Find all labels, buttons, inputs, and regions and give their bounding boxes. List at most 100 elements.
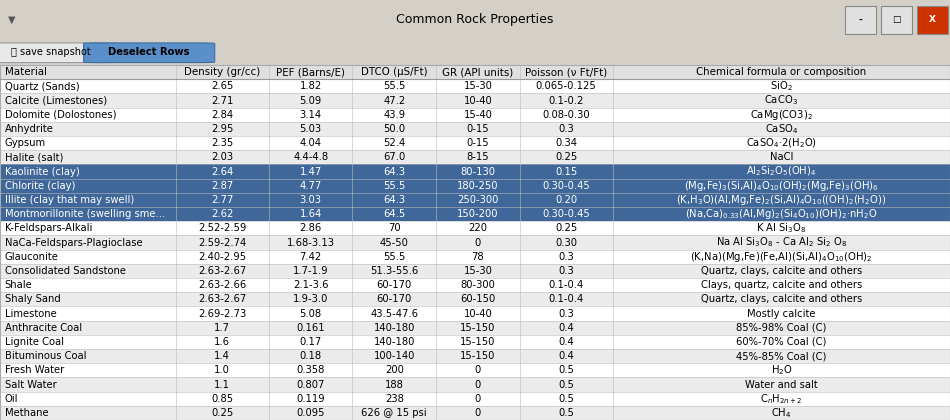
Text: C$_n$H$_{2n+2}$: C$_n$H$_{2n+2}$ xyxy=(760,392,803,406)
Text: 1.6: 1.6 xyxy=(215,337,230,347)
Text: 2.62: 2.62 xyxy=(211,209,234,219)
Text: 5.08: 5.08 xyxy=(299,309,322,318)
Text: 1.68-3.13: 1.68-3.13 xyxy=(287,238,334,247)
Text: 0-15: 0-15 xyxy=(466,138,489,148)
Text: 0.5: 0.5 xyxy=(559,408,574,418)
Text: Anhydrite: Anhydrite xyxy=(5,124,53,134)
Bar xyxy=(0,249,950,264)
Text: K Al Si$_3$O$_8$: K Al Si$_3$O$_8$ xyxy=(756,221,807,235)
Text: CaSO$_4$: CaSO$_4$ xyxy=(765,122,798,136)
Text: DTCO (μS/Ft): DTCO (μS/Ft) xyxy=(361,67,428,77)
Bar xyxy=(0,207,950,221)
Text: Water and salt: Water and salt xyxy=(745,380,818,389)
Text: 3.14: 3.14 xyxy=(299,110,322,120)
Text: -: - xyxy=(859,16,862,24)
Text: H$_2$O: H$_2$O xyxy=(770,363,792,377)
Bar xyxy=(0,136,950,150)
Text: 140-180: 140-180 xyxy=(373,323,415,333)
Text: CaMg(CO3)$_2$: CaMg(CO3)$_2$ xyxy=(750,108,813,122)
Text: Chlorite (clay): Chlorite (clay) xyxy=(5,181,75,191)
Text: Chemical formula or composition: Chemical formula or composition xyxy=(696,67,866,77)
Text: (K,Na)(Mg,Fe)(Fe,Al)(Si,Al)$_4$O$_{10}$(OH)$_2$: (K,Na)(Mg,Fe)(Fe,Al)(Si,Al)$_4$O$_{10}$(… xyxy=(691,250,872,264)
Text: 85%-98% Coal (C): 85%-98% Coal (C) xyxy=(736,323,826,333)
Text: 0: 0 xyxy=(475,394,481,404)
Text: 0.25: 0.25 xyxy=(211,408,234,418)
Text: 0.807: 0.807 xyxy=(296,380,325,389)
Text: 4.77: 4.77 xyxy=(299,181,322,191)
Text: 0.25: 0.25 xyxy=(555,152,578,163)
Text: 8-15: 8-15 xyxy=(466,152,489,163)
Text: Gypsum: Gypsum xyxy=(5,138,46,148)
Text: 45%-85% Coal (C): 45%-85% Coal (C) xyxy=(736,351,826,361)
FancyBboxPatch shape xyxy=(84,43,215,63)
Text: Lignite Coal: Lignite Coal xyxy=(5,337,64,347)
Text: Consolidated Sandstone: Consolidated Sandstone xyxy=(5,266,125,276)
Text: 0.161: 0.161 xyxy=(296,323,325,333)
Text: 64.5: 64.5 xyxy=(383,209,406,219)
Bar xyxy=(0,320,950,335)
Text: K-Feldspars-Alkali: K-Feldspars-Alkali xyxy=(5,223,92,234)
Text: 15-30: 15-30 xyxy=(464,266,492,276)
Text: 238: 238 xyxy=(385,394,404,404)
Text: 45-50: 45-50 xyxy=(380,238,408,247)
Bar xyxy=(0,65,950,79)
Text: 0.5: 0.5 xyxy=(559,394,574,404)
Text: 55.5: 55.5 xyxy=(383,252,406,262)
Text: 0.08-0.30: 0.08-0.30 xyxy=(542,110,590,120)
Text: (Na,Ca)$_{0.33}$(Al,Mg)$_2$(Si$_4$O$_{10}$)(OH)$_2$·nH$_2$O: (Na,Ca)$_{0.33}$(Al,Mg)$_2$(Si$_4$O$_{10… xyxy=(685,207,878,221)
Text: 0.4: 0.4 xyxy=(559,351,574,361)
Text: Density (gr/cc): Density (gr/cc) xyxy=(184,67,260,77)
Text: 220: 220 xyxy=(468,223,487,234)
Text: 0.30-0.45: 0.30-0.45 xyxy=(542,181,590,191)
Text: 55.5: 55.5 xyxy=(383,181,406,191)
Text: 0.095: 0.095 xyxy=(296,408,325,418)
Text: Quartz (Sands): Quartz (Sands) xyxy=(5,81,80,92)
Text: 2.64: 2.64 xyxy=(211,167,234,176)
Bar xyxy=(0,108,950,122)
Bar xyxy=(0,278,950,292)
Bar xyxy=(0,150,950,165)
Text: 60-170: 60-170 xyxy=(376,280,412,290)
Bar xyxy=(0,193,950,207)
Text: Calcite (Limestones): Calcite (Limestones) xyxy=(5,96,106,105)
Text: 150-200: 150-200 xyxy=(457,209,499,219)
Text: 80-300: 80-300 xyxy=(461,280,495,290)
Text: 2.71: 2.71 xyxy=(211,96,234,105)
FancyBboxPatch shape xyxy=(0,43,117,63)
Text: 0.3: 0.3 xyxy=(559,124,574,134)
Text: 1.64: 1.64 xyxy=(299,209,322,219)
Text: 10-40: 10-40 xyxy=(464,96,492,105)
Bar xyxy=(0,221,950,236)
Text: 0.34: 0.34 xyxy=(555,138,578,148)
Text: 2.1-3.6: 2.1-3.6 xyxy=(293,280,329,290)
Bar xyxy=(917,6,948,34)
Text: 2.63-2.67: 2.63-2.67 xyxy=(199,266,246,276)
Text: Mostly calcite: Mostly calcite xyxy=(747,309,816,318)
Text: Methane: Methane xyxy=(5,408,48,418)
Text: 2.59-2.74: 2.59-2.74 xyxy=(199,238,246,247)
Text: 188: 188 xyxy=(385,380,404,389)
Bar xyxy=(0,165,950,178)
Text: 4.04: 4.04 xyxy=(299,138,322,148)
Text: 250-300: 250-300 xyxy=(457,195,499,205)
Text: 64.3: 64.3 xyxy=(383,167,406,176)
Text: 5.09: 5.09 xyxy=(299,96,322,105)
Text: 0.30-0.45: 0.30-0.45 xyxy=(542,209,590,219)
Text: Shaly Sand: Shaly Sand xyxy=(5,294,61,304)
Text: 0.1-0.4: 0.1-0.4 xyxy=(548,280,584,290)
Text: 0: 0 xyxy=(475,238,481,247)
Bar xyxy=(0,236,950,249)
Text: 7.42: 7.42 xyxy=(299,252,322,262)
Text: 0.4: 0.4 xyxy=(559,337,574,347)
Text: 1.0: 1.0 xyxy=(215,365,230,375)
Bar xyxy=(0,335,950,349)
Text: Shale: Shale xyxy=(5,280,32,290)
Text: 60%-70% Coal (C): 60%-70% Coal (C) xyxy=(736,337,826,347)
Text: 0.15: 0.15 xyxy=(555,167,578,176)
Bar xyxy=(0,292,950,307)
Bar xyxy=(0,378,950,391)
Text: Common Rock Properties: Common Rock Properties xyxy=(396,13,554,26)
Text: 626 @ 15 psi: 626 @ 15 psi xyxy=(361,408,428,418)
Text: 0-15: 0-15 xyxy=(466,124,489,134)
Bar xyxy=(0,178,950,193)
